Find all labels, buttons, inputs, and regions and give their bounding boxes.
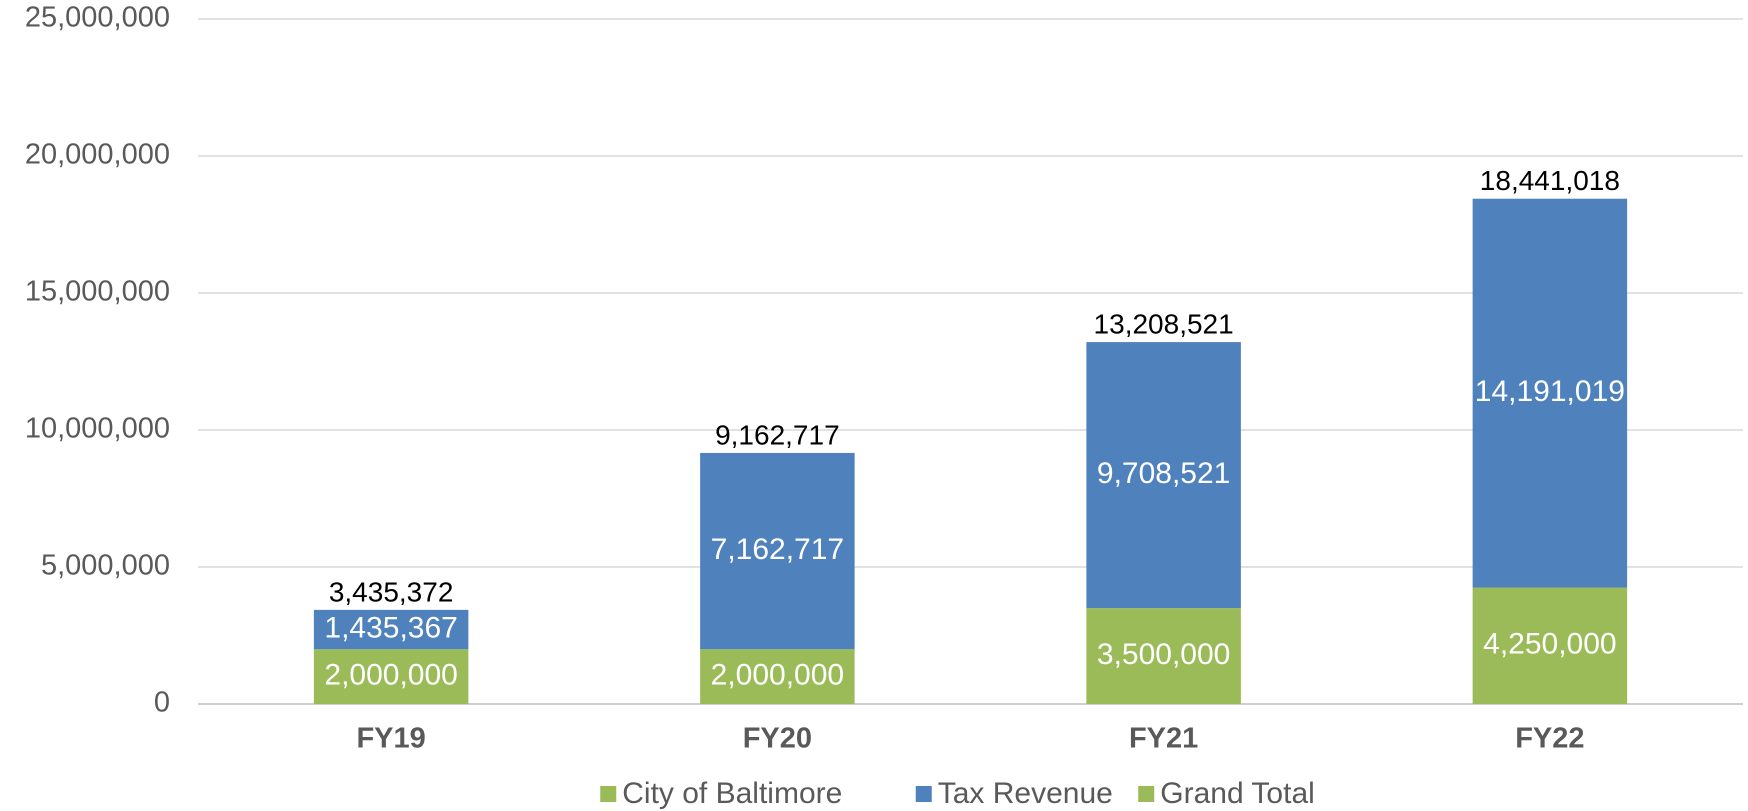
bar-segment	[1086, 342, 1241, 609]
legend-label: Grand Total	[1160, 777, 1315, 810]
bar-segment	[700, 452, 855, 650]
segment-label: 7,162,717	[711, 533, 844, 566]
y-tick-label: 15,000,000	[25, 276, 170, 308]
y-tick-label: 0	[154, 687, 170, 719]
segment-label: 9,708,521	[1097, 457, 1230, 490]
bar-segment	[1472, 587, 1628, 704]
legend-label: City of Baltimore	[622, 777, 842, 810]
total-label: 13,208,521	[1094, 308, 1234, 339]
segment-label: 4,250,000	[1483, 628, 1616, 661]
legend-swatch	[600, 786, 617, 802]
y-tick-label: 25,000,000	[25, 2, 170, 34]
bar-segment	[313, 649, 469, 704]
y-tick-label: 20,000,000	[25, 139, 170, 171]
bar-segment	[1472, 198, 1628, 588]
total-label: 3,435,372	[329, 576, 454, 607]
bar-segment	[1086, 608, 1241, 704]
total-label: 18,441,018	[1480, 165, 1620, 196]
x-tick-label: FY19	[356, 723, 425, 755]
bar-segment	[313, 609, 469, 650]
legend-swatch	[915, 786, 932, 802]
x-tick-label: FY22	[1515, 723, 1584, 755]
segment-label: 14,191,019	[1475, 375, 1625, 408]
y-tick-label: 10,000,000	[25, 413, 170, 445]
segment-label: 3,500,000	[1097, 638, 1230, 671]
segment-label: 2,000,000	[711, 659, 844, 692]
legend-swatch	[1138, 786, 1155, 802]
segment-label: 1,435,367	[324, 611, 457, 644]
bar-segment	[700, 649, 855, 704]
segment-label: 2,000,000	[324, 659, 457, 692]
x-tick-label: FY20	[743, 723, 812, 755]
legend-label: Tax Revenue	[938, 777, 1113, 810]
total-label: 9,162,717	[715, 419, 840, 450]
x-tick-label: FY21	[1129, 723, 1198, 755]
y-tick-label: 5,000,000	[41, 550, 170, 582]
